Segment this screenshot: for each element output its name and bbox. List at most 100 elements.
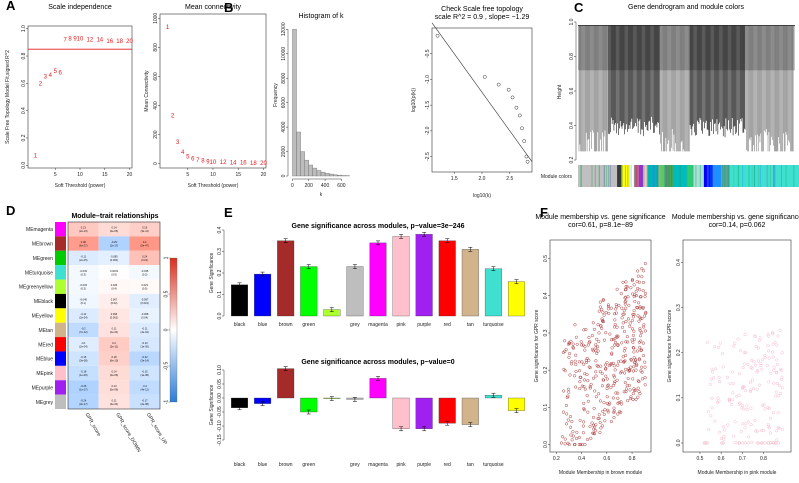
category-label: tan — [467, 322, 474, 328]
data-point — [631, 369, 635, 373]
y-tick-label: 0.0 — [676, 439, 682, 446]
data-point — [778, 367, 782, 371]
module-color-swatch — [55, 265, 66, 280]
data-point — [616, 391, 620, 395]
data-point — [713, 419, 717, 423]
category-label: blue — [258, 322, 268, 328]
data-point — [766, 344, 770, 348]
data-point — [580, 360, 584, 364]
data-point — [632, 356, 636, 360]
y-tick-label: 1000 — [153, 13, 159, 24]
module-color-stripe — [603, 165, 605, 187]
y-tick-label: 0.2 — [543, 366, 549, 373]
dendrogram-dense-region — [578, 25, 795, 71]
y-tick-label: 0.3 — [543, 329, 549, 336]
data-point — [760, 367, 764, 371]
data-point — [600, 307, 604, 311]
module-color-stripe — [661, 165, 663, 187]
histogram-bar — [296, 131, 301, 177]
data-point — [744, 422, 748, 426]
data-point — [631, 315, 635, 319]
module-color-stripe — [653, 165, 655, 187]
data-point — [737, 393, 741, 397]
data-point — [573, 374, 577, 378]
heatmap-cell — [68, 351, 99, 366]
cell-pvalue: (0.004) — [110, 258, 118, 262]
data-point — [642, 269, 646, 273]
data-point — [610, 352, 614, 356]
cell-pvalue: (5e-47) — [140, 244, 148, 248]
data-point-label: 20 — [126, 39, 133, 45]
data-point — [606, 305, 611, 309]
heatmap-cell — [129, 265, 160, 280]
cell-pvalue: (0.4) — [111, 287, 116, 291]
bar — [231, 284, 248, 317]
data-point — [633, 361, 637, 365]
data-point — [586, 437, 590, 441]
data-point — [740, 386, 744, 390]
data-point — [749, 423, 753, 427]
data-point — [612, 415, 616, 419]
y-axis-label: Height — [557, 84, 563, 99]
cell-value: -0.13 — [142, 341, 148, 345]
cell-pvalue: (2e-08) — [140, 402, 148, 406]
data-point — [630, 319, 634, 323]
data-point — [759, 363, 763, 367]
y-tick-label: 0.05 — [217, 379, 223, 389]
y-tick-label: 0.4 — [217, 226, 223, 233]
bar — [508, 281, 525, 317]
data-point — [599, 364, 603, 368]
cell-pvalue: (3e-17) — [79, 402, 87, 406]
data-point — [643, 314, 647, 318]
data-point — [622, 309, 626, 313]
data-point — [612, 409, 616, 413]
data-point — [638, 288, 642, 292]
y-tick-label: 12000 — [281, 22, 287, 36]
cell-pvalue: (2e-05) — [110, 229, 118, 233]
category-label: green — [302, 322, 315, 328]
y-tick-label: 0.6 — [569, 87, 575, 94]
module-color-stripe — [609, 165, 611, 187]
row-label: MEgreen — [33, 256, 54, 262]
data-point — [615, 287, 619, 291]
data-point — [595, 363, 599, 367]
data-point — [602, 338, 606, 342]
cell-value: 0.19 — [142, 226, 148, 230]
data-point — [766, 422, 770, 427]
x-tick-label: 10 — [77, 172, 83, 178]
data-point — [780, 386, 784, 390]
module-color-stripe — [630, 165, 632, 187]
data-point — [752, 387, 756, 391]
data-point — [635, 305, 639, 309]
y-tick-label: 1.0 — [569, 18, 575, 25]
data-point — [570, 360, 574, 364]
cell-pvalue: (1e-08) — [140, 373, 148, 377]
y-tick-label: 400 — [153, 101, 159, 110]
data-point — [587, 341, 591, 345]
module-color-stripe — [724, 165, 726, 187]
data-point — [709, 377, 713, 381]
data-point — [604, 331, 608, 335]
module-color-stripe — [653, 165, 655, 187]
data-point — [744, 389, 748, 393]
x-tick-label: 1.5 — [451, 176, 458, 182]
module-color-swatch — [55, 337, 66, 352]
y-axis-label: Gene significance for GPR score — [534, 309, 540, 382]
data-point — [766, 332, 770, 336]
bar — [369, 242, 387, 317]
data-point — [589, 382, 593, 386]
data-point — [722, 434, 726, 438]
data-point — [749, 406, 753, 410]
category-label: grey — [350, 462, 360, 468]
data-point — [637, 280, 641, 284]
module-color-stripe — [606, 165, 607, 187]
histogram-bar — [300, 151, 305, 177]
data-point — [639, 369, 643, 373]
module-color-stripe — [733, 165, 735, 187]
heatmap-cell — [98, 265, 130, 280]
data-point — [510, 95, 515, 100]
data-point — [578, 380, 582, 384]
data-point — [612, 373, 616, 377]
data-point — [640, 316, 644, 320]
histogram-bar — [337, 174, 342, 177]
